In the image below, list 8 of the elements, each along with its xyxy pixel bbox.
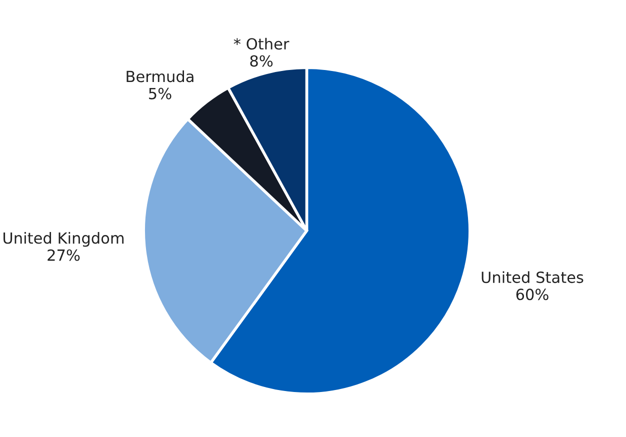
data-label: 8% [250,55,273,67]
data-label: 60% [516,288,548,300]
data-label: 5% [149,88,172,100]
slice-label: United Kingdom [4,232,124,247]
slice-label: Bermuda [126,70,194,82]
data-label: 27% [48,249,80,261]
slice-label: United States [482,271,584,284]
slice-label: * Other [234,38,290,50]
